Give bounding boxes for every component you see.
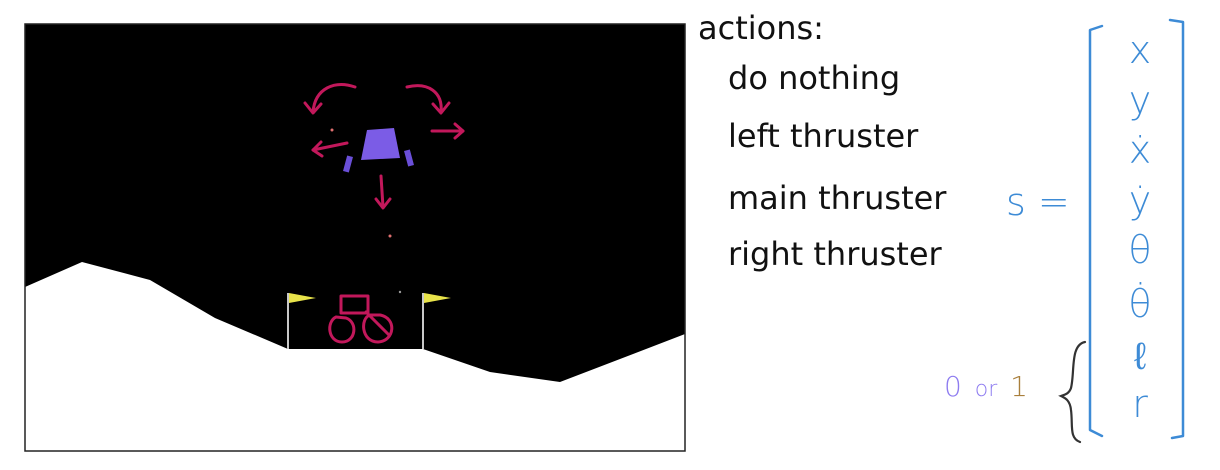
lander-doodle-icon — [328, 294, 394, 344]
exhaust-particle — [330, 128, 334, 132]
action-left-thruster: left thruster — [728, 117, 919, 155]
curly-brace-icon — [1058, 340, 1087, 444]
push-down-arrow-icon — [379, 174, 385, 209]
actions-title: actions: — [698, 9, 824, 47]
state-vector-brackets — [1088, 18, 1185, 440]
game-panel — [24, 23, 686, 452]
rotate-right-arrow-icon — [405, 84, 443, 114]
binary-or: or — [974, 377, 998, 402]
action-right-thruster: right thruster — [728, 235, 942, 273]
exhaust-particle — [398, 290, 402, 294]
binary-one: 1 — [1010, 370, 1028, 403]
state-label: s = — [1006, 180, 1070, 224]
moon-terrain — [25, 262, 685, 451]
lunar-lander-icon — [343, 128, 414, 173]
state-component-right-leg: r — [1132, 382, 1148, 426]
left-flag-icon — [287, 293, 316, 349]
actions-list: actions: do nothing left thruster main t… — [698, 8, 946, 274]
binary-zero: 0 — [944, 370, 962, 403]
right-flag-icon — [422, 293, 451, 349]
state-component-x: x — [1128, 28, 1152, 72]
action-do-nothing: do nothing — [728, 59, 901, 97]
state-component-y-dot: ẏ — [1128, 178, 1152, 222]
right-bracket-icon — [1168, 18, 1185, 440]
state-component-x-dot: ẋ — [1128, 128, 1152, 172]
annotation-arrows — [303, 83, 465, 344]
state-component-theta-dot: θ̇ — [1128, 282, 1152, 326]
state-component-left-leg: ℓ — [1133, 334, 1147, 378]
left-bracket-icon — [1088, 24, 1104, 438]
rotate-left-arrow-icon — [311, 83, 357, 114]
state-component-y: y — [1128, 78, 1152, 122]
action-main-thruster: main thruster — [728, 179, 947, 217]
state-component-theta: θ — [1128, 228, 1152, 272]
exhaust-particle — [388, 234, 392, 238]
game-frame — [24, 23, 686, 452]
push-left-arrow-icon — [311, 141, 349, 152]
binary-note: 0 or 1 — [944, 370, 1028, 403]
